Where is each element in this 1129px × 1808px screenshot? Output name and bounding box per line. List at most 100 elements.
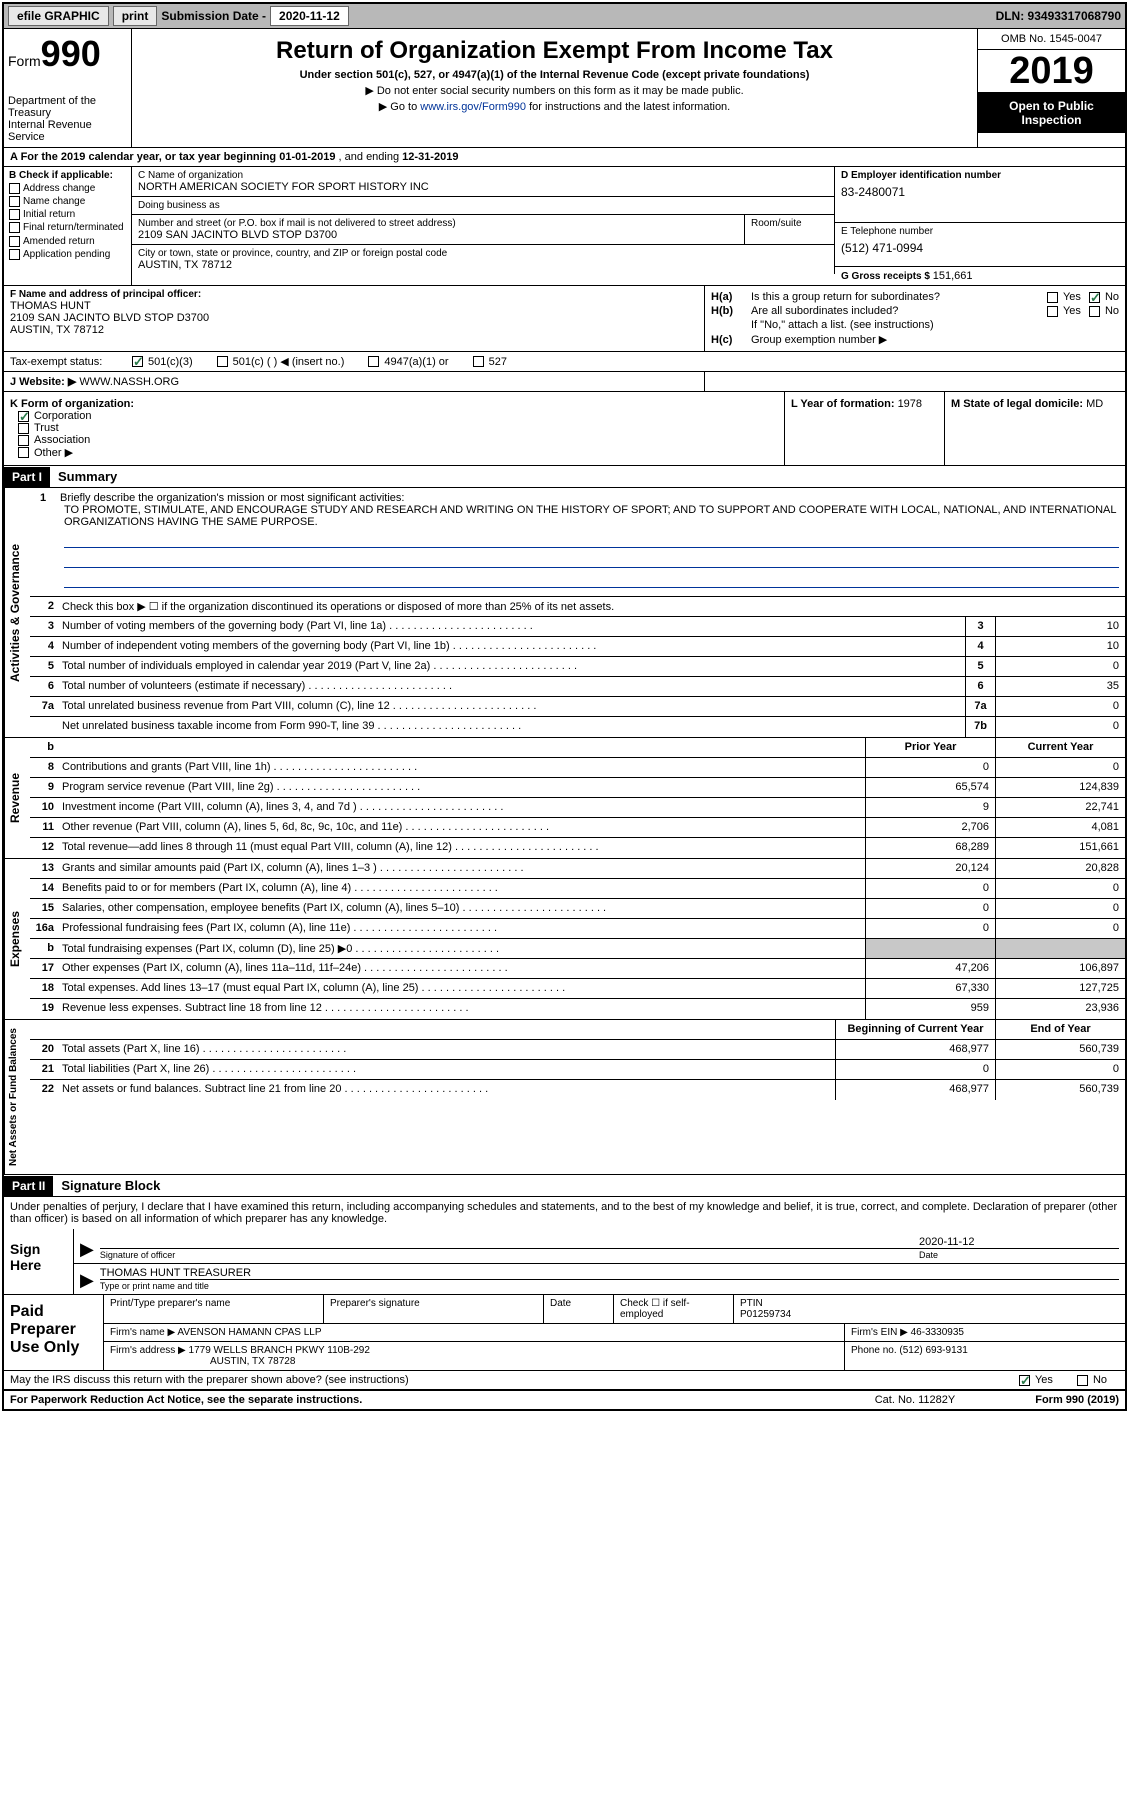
- ln-box: 3: [965, 617, 995, 636]
- ln-prior: 2,706: [865, 818, 995, 837]
- header: Form990 Department of the Treasury Inter…: [4, 29, 1125, 148]
- netassets-section: Net Assets or Fund Balances Beginning of…: [4, 1020, 1125, 1175]
- rev-hdr-row: b Prior Year Current Year: [30, 738, 1125, 758]
- table-row: 21 Total liabilities (Part X, line 26) 0…: [30, 1060, 1125, 1080]
- part1-title: Summary: [50, 466, 125, 487]
- k-mid-val: 1978: [898, 398, 922, 410]
- line1-num: 1: [40, 492, 60, 504]
- gov-line: 7a Total unrelated business revenue from…: [30, 697, 1125, 717]
- ln-num: 3: [30, 617, 58, 636]
- sign-right: ▶ Signature of officer 2020-11-12 Date ▶…: [74, 1229, 1125, 1294]
- phone-lbl: E Telephone number: [841, 226, 1119, 237]
- ln-num: 9: [30, 778, 58, 797]
- chk-amended[interactable]: Amended return: [9, 236, 126, 247]
- tax-lbl: Tax-exempt status:: [10, 356, 120, 368]
- period-end: 12-31-2019: [402, 151, 458, 163]
- ha-no[interactable]: No: [1089, 291, 1119, 303]
- sig-officer-lbl: Signature of officer: [100, 1248, 919, 1260]
- exp-body: 13 Grants and similar amounts paid (Part…: [30, 859, 1125, 1019]
- chk-pending[interactable]: Application pending: [9, 249, 126, 260]
- form-ref: Form 990 (2019): [1035, 1394, 1119, 1406]
- ln-num: 11: [30, 818, 58, 837]
- receipts-lbl: G Gross receipts $: [841, 271, 933, 282]
- hb-no[interactable]: No: [1089, 305, 1119, 317]
- k-left: K Form of organization: Corporation Trus…: [4, 392, 785, 465]
- hc-txt: Group exemption number ▶: [751, 333, 1119, 346]
- section-f-h: F Name and address of principal officer:…: [4, 286, 1125, 352]
- officer-addr2: AUSTIN, TX 78712: [10, 324, 698, 336]
- ha-yes[interactable]: Yes: [1047, 291, 1081, 303]
- table-row: 13 Grants and similar amounts paid (Part…: [30, 859, 1125, 879]
- tax-501c3[interactable]: 501(c)(3): [132, 356, 193, 368]
- dept-label: Department of the Treasury Internal Reve…: [8, 95, 127, 143]
- net-hdr-spacer: [58, 1020, 835, 1039]
- firm-ein-lbl: Firm's EIN ▶: [851, 1327, 908, 1338]
- sig-arrow2-icon: ▶: [80, 1270, 94, 1291]
- ln-txt: Total number of individuals employed in …: [58, 657, 965, 676]
- firm-addr-val2: AUSTIN, TX 78728: [110, 1356, 838, 1367]
- chk-final[interactable]: Final return/terminated: [9, 222, 126, 233]
- print-button[interactable]: print: [113, 6, 158, 26]
- ln-box: 7a: [965, 697, 995, 716]
- chk-initial[interactable]: Initial return: [9, 209, 126, 220]
- irs-link[interactable]: www.irs.gov/Form990: [420, 101, 526, 113]
- ln-num: 15: [30, 899, 58, 918]
- firm-name-val: AVENSON HAMANN CPAS LLP: [177, 1327, 321, 1338]
- rev-b-num: b: [30, 738, 58, 757]
- k-corp[interactable]: Corporation: [18, 410, 770, 422]
- tax-501c[interactable]: 501(c) ( ) ◀ (insert no.): [217, 355, 345, 368]
- hb-line: H(b) Are all subordinates included? Yes …: [711, 305, 1119, 317]
- ln-val: 10: [995, 617, 1125, 636]
- k-right: M State of legal domicile: MD: [945, 392, 1125, 465]
- hb-yes[interactable]: Yes: [1047, 305, 1081, 317]
- table-row: 12 Total revenue—add lines 8 through 11 …: [30, 838, 1125, 858]
- col-b-hdr: B Check if applicable:: [9, 170, 126, 181]
- ln-val: 10: [995, 637, 1125, 656]
- ln-num: 12: [30, 838, 58, 858]
- efile-label: efile GRAPHIC: [8, 6, 109, 26]
- k-trust[interactable]: Trust: [18, 422, 770, 434]
- dln: DLN: 93493317068790: [996, 9, 1121, 23]
- firm-ein-val: 46-3330935: [911, 1327, 964, 1338]
- chk-name[interactable]: Name change: [9, 196, 126, 207]
- ln-val: 0: [995, 717, 1125, 737]
- gov-vlabel: Activities & Governance: [4, 488, 30, 737]
- mission-text: TO PROMOTE, STIMULATE, AND ENCOURAGE STU…: [64, 504, 1119, 528]
- ln-txt: Total number of volunteers (estimate if …: [58, 677, 965, 696]
- tax-527[interactable]: 527: [473, 356, 507, 368]
- firm-name-cell: Firm's name ▶ AVENSON HAMANN CPAS LLP: [104, 1324, 845, 1341]
- ln-num: 17: [30, 959, 58, 978]
- ln-current: 20,828: [995, 859, 1125, 878]
- tax-4947[interactable]: 4947(a)(1) or: [368, 356, 448, 368]
- ln-prior: 468,977: [835, 1080, 995, 1100]
- web-lbl: J Website: ▶: [10, 376, 76, 388]
- k-assoc[interactable]: Association: [18, 434, 770, 446]
- gov-body: 1Briefly describe the organization's mis…: [30, 488, 1125, 737]
- table-row: 18 Total expenses. Add lines 13–17 (must…: [30, 979, 1125, 999]
- ln-txt: Total fundraising expenses (Part IX, col…: [58, 939, 865, 958]
- period-row: A For the 2019 calendar year, or tax yea…: [4, 148, 1125, 167]
- k-other[interactable]: Other ▶: [18, 446, 770, 459]
- begin-hdr: Beginning of Current Year: [835, 1020, 995, 1039]
- rule-3: [64, 572, 1119, 588]
- ln-num: 21: [30, 1060, 58, 1079]
- table-row: 19 Revenue less expenses. Subtract line …: [30, 999, 1125, 1019]
- prep-right: Print/Type preparer's name Preparer's si…: [104, 1295, 1125, 1370]
- firm-addr-lbl: Firm's address ▶: [110, 1345, 186, 1356]
- sig-date-lbl: Date: [919, 1248, 1119, 1260]
- discuss-yes[interactable]: Yes: [1019, 1374, 1053, 1386]
- ln-prior: 468,977: [835, 1040, 995, 1059]
- ln-val: 35: [995, 677, 1125, 696]
- discuss-no[interactable]: No: [1077, 1374, 1107, 1386]
- period-mid: , and ending: [339, 151, 403, 163]
- inst2-post: for instructions and the latest informat…: [526, 101, 730, 113]
- part1-header: Part I Summary: [4, 466, 1125, 488]
- ln-prior: 0: [835, 1060, 995, 1079]
- prep-row-3: Firm's address ▶ 1779 WELLS BRANCH PKWY …: [104, 1342, 1125, 1370]
- expenses-section: Expenses 13 Grants and similar amounts p…: [4, 859, 1125, 1020]
- chk-address[interactable]: Address change: [9, 183, 126, 194]
- sig-arrow-icon: ▶: [80, 1239, 94, 1260]
- city-lbl: City or town, state or province, country…: [138, 248, 828, 259]
- prep-self-lbl[interactable]: Check ☐ if self-employed: [614, 1295, 734, 1323]
- col-c: C Name of organization NORTH AMERICAN SO…: [132, 167, 835, 285]
